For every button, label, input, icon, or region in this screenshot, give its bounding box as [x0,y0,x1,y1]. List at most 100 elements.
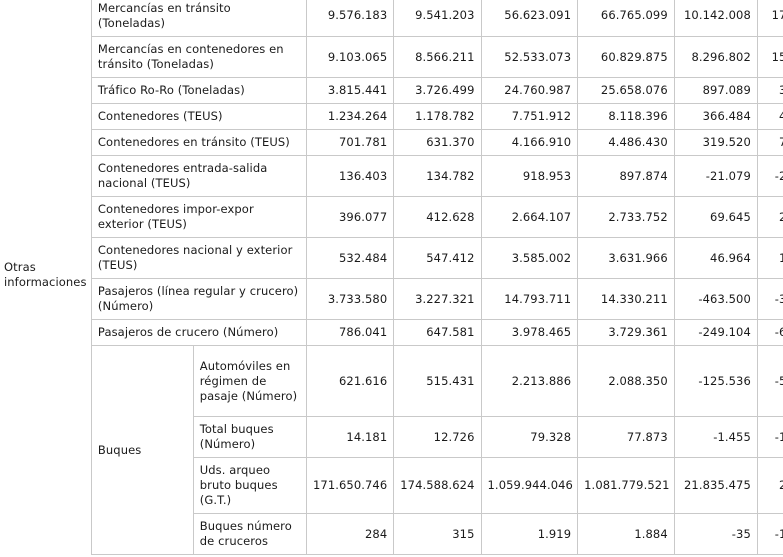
value-cell: 77.873 [577,416,675,458]
value-cell: 14.181 [305,416,395,458]
value-cell: 1.178.782 [393,103,482,130]
table-row: Contenedores impor-expor exterior (TEUS)… [0,196,783,238]
value-cell: 3.733.580 [305,278,395,320]
value-cell: 515.431 [393,345,482,417]
value-cell: 136.403 [305,155,395,197]
buques-label: Buques [90,345,194,555]
table-row: Mercancías en contenedores en tránsito (… [0,36,783,78]
value-cell: 3,62 [756,77,783,104]
value-cell: 366.484 [673,103,758,130]
value-cell: 69.645 [673,196,758,238]
value-cell: 4.486.430 [577,129,675,156]
value-cell: -463.500 [673,278,758,320]
value-cell: 532.484 [305,237,395,279]
row-label: Contenedores en tránsito (TEUS) [90,129,307,156]
value-cell: 1.884 [577,513,675,555]
value-cell: 14.793.711 [480,278,579,320]
table-row: Buques número de cruceros 284 315 1.919 … [0,513,783,555]
value-cell: 66.765.099 [577,0,675,37]
row-label: Automóviles en régimen de pasaje (Número… [192,345,307,417]
value-cell: -1.455 [673,416,758,458]
value-cell: 174.588.624 [393,457,482,514]
value-cell: 3.631.966 [577,237,675,279]
table-row: Buques Automóviles en régimen de pasaje … [0,345,783,555]
value-cell: 10.142.008 [673,0,758,37]
row-label: Uds. arqueo bruto buques (G.T.) [192,457,307,514]
value-cell: 786.041 [305,319,395,346]
value-cell: 897.874 [577,155,675,197]
value-cell: 3.815.441 [305,77,395,104]
value-cell: 60.829.875 [577,36,675,78]
value-cell: -249.104 [673,319,758,346]
value-cell: 315 [393,513,482,555]
value-cell: 897.089 [673,77,758,104]
value-cell: 2,06 [756,457,783,514]
value-cell: 14.330.211 [577,278,675,320]
table-row: Uds. arqueo bruto buques (G.T.) 171.650.… [0,457,783,514]
value-cell: -1,83 [756,416,783,458]
value-cell: 9.103.065 [305,36,395,78]
row-label: Pasajeros de crucero (Número) [90,319,307,346]
value-cell: 2.664.107 [480,196,579,238]
value-cell: 21.835.475 [673,457,758,514]
row-label: Contenedores (TEUS) [90,103,307,130]
value-cell: 2.213.886 [480,345,579,417]
row-label: Tráfico Ro-Ro (Toneladas) [90,77,307,104]
value-cell: 24.760.987 [480,77,579,104]
value-cell: 547.412 [393,237,482,279]
group-label-cell: Otras informaciones [0,0,92,555]
value-cell: 284 [305,513,395,555]
value-cell: -3,13 [756,278,783,320]
value-cell: 701.781 [305,129,395,156]
value-cell: 79.328 [480,416,579,458]
group-label: Otras informaciones [4,259,87,289]
value-cell: 1.059.944.046 [480,457,579,514]
value-cell: 631.370 [393,129,482,156]
value-cell: 1.919 [480,513,579,555]
value-cell: 3.227.321 [393,278,482,320]
table-row: Contenedores (TEUS) 1.234.264 1.178.782 … [0,103,783,130]
value-cell: 2,61 [756,196,783,238]
value-cell: 3.585.002 [480,237,579,279]
value-cell: 1.081.779.521 [577,457,675,514]
value-cell: 25.658.076 [577,77,675,104]
table-row: Tráfico Ro-Ro (Toneladas) 3.815.441 3.72… [0,77,783,104]
value-cell: -35 [673,513,758,555]
value-cell: 3.726.499 [393,77,482,104]
value-cell: -2,29 [756,155,783,197]
value-cell: 1.234.264 [305,103,395,130]
value-cell: 7.751.912 [480,103,579,130]
value-cell: 8.296.802 [673,36,758,78]
table-row: Pasajeros (línea regular y crucero) (Núm… [0,278,783,320]
value-cell: 12.726 [393,416,482,458]
value-cell: 918.953 [480,155,579,197]
row-label: Mercancías en contenedores en tránsito (… [90,36,307,78]
value-cell: 8.566.211 [393,36,482,78]
value-cell: 134.782 [393,155,482,197]
row-label: Buques número de cruceros [192,513,307,555]
value-cell: 9.541.203 [393,0,482,37]
table-row: Contenedores entrada-salida nacional (TE… [0,155,783,197]
row-label: Contenedores impor-expor exterior (TEUS) [90,196,307,238]
value-cell: 52.533.073 [480,36,579,78]
value-cell: 621.616 [305,345,395,417]
value-cell: 15,79 [756,36,783,78]
value-cell: 647.581 [393,319,482,346]
value-cell: 46.964 [673,237,758,279]
value-cell: 1,31 [756,237,783,279]
value-cell: -21.079 [673,155,758,197]
value-cell: 3.978.465 [480,319,579,346]
row-label: Contenedores entrada-salida nacional (TE… [90,155,307,197]
value-cell: 56.623.091 [480,0,579,37]
value-cell: -6,26 [756,319,783,346]
value-cell: 8.118.396 [577,103,675,130]
value-cell: 4,73 [756,103,783,130]
value-cell: 9.576.183 [305,0,395,37]
value-cell: 412.628 [393,196,482,238]
value-cell: 2.088.350 [577,345,675,417]
value-cell: 4.166.910 [480,129,579,156]
